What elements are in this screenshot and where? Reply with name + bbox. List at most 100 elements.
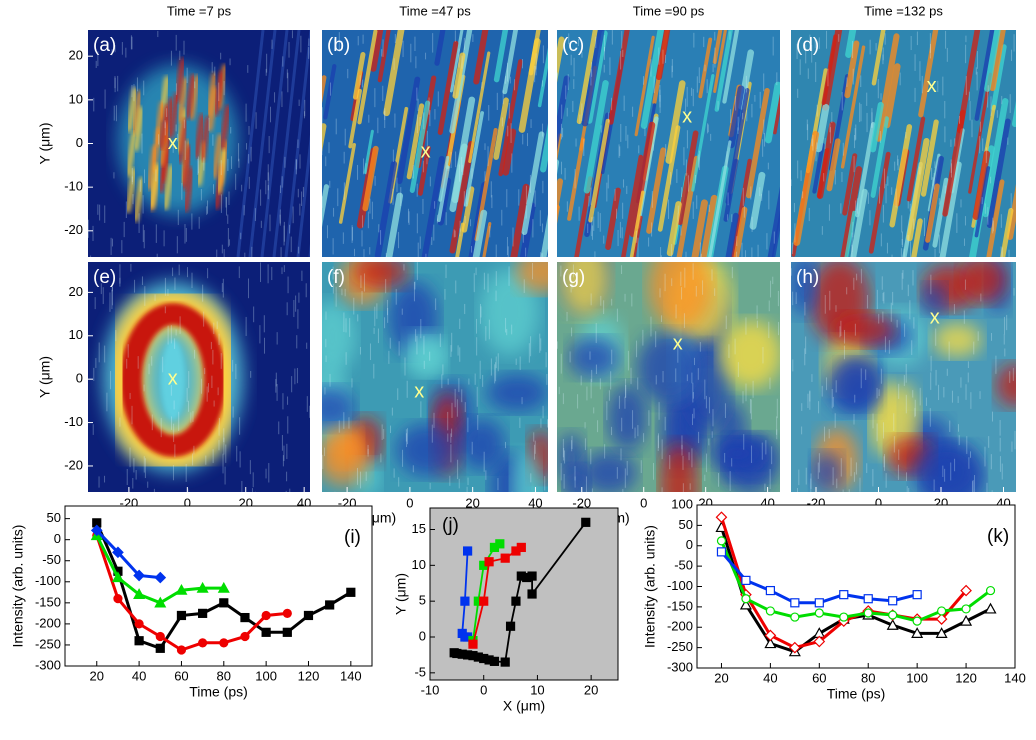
image-stripe [986, 118, 1011, 228]
x-tick-label: 20 [584, 682, 598, 697]
image-stripe [207, 86, 219, 132]
y-tick-label: -250 [35, 636, 61, 651]
position-marker: x [673, 333, 683, 355]
data-point [460, 596, 470, 606]
image-stripe [219, 105, 231, 151]
data-point [715, 511, 728, 524]
data-point [985, 585, 996, 596]
image-stripe [925, 183, 940, 243]
y-tick-label: -300 [667, 659, 693, 674]
data-point [581, 517, 591, 527]
x-tick-label: -10 [421, 682, 440, 697]
image-blob [322, 300, 357, 373]
image-stripe [518, 38, 541, 133]
image-stripe [812, 142, 825, 194]
image-stripe [725, 212, 739, 257]
y-tick-label: 0 [419, 628, 426, 643]
image-stripe [177, 118, 189, 164]
image-blob [833, 312, 895, 347]
data-point [764, 629, 777, 642]
image-stripe [464, 111, 484, 207]
image-stripe [906, 116, 926, 202]
image-blob [995, 363, 1016, 408]
image-stripe [468, 51, 491, 163]
image-stripe [498, 59, 523, 177]
image-stripe [666, 201, 682, 257]
series-group [449, 517, 591, 667]
position-marker: x [927, 75, 937, 97]
y-tick-label: -250 [667, 639, 693, 654]
image-blob [913, 442, 981, 492]
image-stripe [1011, 100, 1016, 128]
image-stripe [519, 202, 536, 257]
image-stripe [855, 122, 876, 218]
y-tick-label: 0 [54, 531, 61, 546]
data-point [176, 610, 187, 621]
y-tick-label: 20 [69, 48, 83, 63]
image-panel [557, 30, 780, 257]
x-tick-label: 40 [132, 668, 146, 683]
image-stripe [608, 30, 630, 125]
image-stripe [974, 30, 995, 121]
image-stripe [844, 210, 857, 257]
data-point [739, 598, 752, 610]
data-point [741, 594, 751, 604]
image-stripe [199, 116, 211, 162]
image-stripe [918, 30, 939, 118]
image-stripe [911, 218, 923, 257]
data-point [495, 539, 505, 549]
panel-title: Time =47 ps [399, 3, 471, 18]
x-tick-label: 0 [184, 495, 191, 510]
image-stripe [700, 194, 718, 257]
image-panel [322, 30, 548, 257]
data-point [155, 643, 165, 653]
image-blob [515, 262, 548, 293]
data-point [198, 608, 208, 618]
image-stripe [749, 171, 766, 230]
y-axis-label: Y (μm) [393, 573, 409, 615]
image-stripe [634, 35, 655, 137]
data-point [912, 590, 922, 600]
image-stripe [725, 87, 750, 205]
image-stripe [437, 165, 450, 223]
image-stripe [714, 30, 733, 112]
data-point [198, 638, 208, 648]
image-stripe [708, 140, 732, 257]
y-tick-label: -20 [64, 457, 83, 472]
x-tick-label: 20 [714, 670, 728, 685]
y-tick-label: 50 [47, 510, 61, 525]
data-point [505, 621, 516, 631]
data-point [112, 546, 124, 559]
image-stripe [211, 133, 223, 179]
image-stripe [437, 40, 459, 135]
y-tick-label: -200 [35, 615, 61, 630]
data-point [937, 606, 947, 616]
image-stripe [771, 209, 780, 257]
data-point [527, 589, 537, 599]
x-tick-label: -20 [572, 495, 591, 510]
image-stripe [557, 178, 564, 217]
image-stripe [657, 125, 681, 232]
image-stripe [125, 131, 137, 177]
position-marker: x [168, 132, 178, 154]
image-stripe [133, 106, 145, 152]
data-point [888, 610, 898, 620]
data-point [960, 584, 972, 597]
image-stripe [889, 124, 913, 228]
image-stripe [677, 130, 699, 226]
image-stripe [183, 166, 195, 212]
y-tick-label: -10 [64, 414, 83, 429]
image-stripe [449, 96, 476, 213]
image-blob [826, 355, 882, 414]
image-stripe [655, 30, 671, 80]
panel-label: (h) [796, 267, 819, 288]
image-stripe [984, 30, 1001, 92]
data-point [788, 641, 801, 654]
y-tick-label: -5 [414, 664, 426, 679]
image-stripe [868, 151, 891, 254]
image-stripe [437, 177, 452, 226]
image-stripe [557, 133, 562, 162]
image-panel [791, 262, 1016, 492]
x-tick-label: 80 [861, 670, 875, 685]
y-tick-label: 10 [69, 91, 83, 106]
